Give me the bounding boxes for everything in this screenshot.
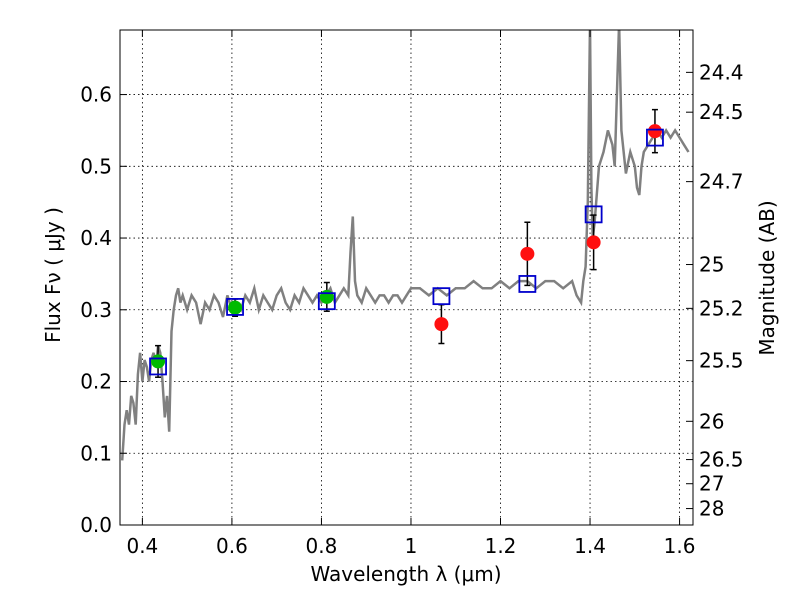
right-tick-label: 25.5 [699, 349, 744, 373]
right-tick-label: 25.2 [699, 296, 744, 320]
green-data-point [228, 300, 243, 315]
model-photometry-square [149, 357, 167, 376]
y-tick-label: 0.2 [80, 370, 112, 394]
right-tick-label: 24.5 [699, 100, 744, 124]
x-tick-label: 0.8 [306, 534, 338, 558]
model-photometry-square [518, 275, 537, 293]
data-points-layer [149, 108, 664, 378]
right-tick-label: 26 [699, 409, 724, 433]
right-tick-label: 27 [699, 472, 724, 496]
y-tick-label: 0.3 [80, 298, 112, 322]
red-data-point [520, 246, 535, 261]
y-tick-label: 0.0 [80, 513, 112, 537]
green-data-point [319, 289, 334, 304]
y-tick-label: 0.4 [80, 226, 112, 250]
y-tick-label: 0.5 [80, 154, 112, 178]
model-spectrum-layer [120, 30, 690, 461]
model-photometry-square [226, 298, 244, 316]
right-tick-label: 25 [699, 253, 724, 277]
y-tick-label: 0.6 [80, 83, 112, 107]
right-tick-label: 28 [699, 497, 724, 521]
x-axis-title: Wavelength λ (μm) [310, 562, 501, 586]
x-tick-label: 1.2 [485, 534, 517, 558]
x-tick-label: 0.4 [126, 534, 158, 558]
red-data-point [434, 317, 449, 332]
tick-labels: 0.4 0.6 0.8 1 1.2 1.4 1.6 0.0 0.1 0.2 0.3 0.4 0.5 0.6… [80, 60, 743, 558]
x-tick-label: 0.6 [216, 534, 248, 558]
grid [120, 30, 693, 525]
red-data-point [586, 235, 601, 250]
plot-frame [119, 29, 694, 526]
x-tick-label: 1.6 [664, 534, 696, 558]
model-photometry-square [584, 205, 603, 224]
right-tick-label: 24.4 [699, 60, 744, 84]
model-photometry-square [317, 292, 336, 311]
y-right-axis-title: Magnitude (AB) [755, 200, 779, 355]
y-axis-title: Flux Fν ( μJy ) [41, 207, 65, 343]
red-data-point [647, 124, 662, 139]
right-tick-label: 24.7 [699, 170, 744, 194]
green-data-point [151, 354, 166, 369]
y-tick-label: 0.1 [80, 441, 112, 465]
model-photometry-square [646, 128, 664, 147]
x-tick-label: 1 [405, 534, 418, 558]
model-photometry-square [432, 287, 451, 306]
axes [119, 29, 694, 526]
right-tick-label: 26.5 [699, 448, 744, 472]
x-tick-label: 1.4 [574, 534, 606, 558]
model-spectrum-line [120, 30, 690, 461]
